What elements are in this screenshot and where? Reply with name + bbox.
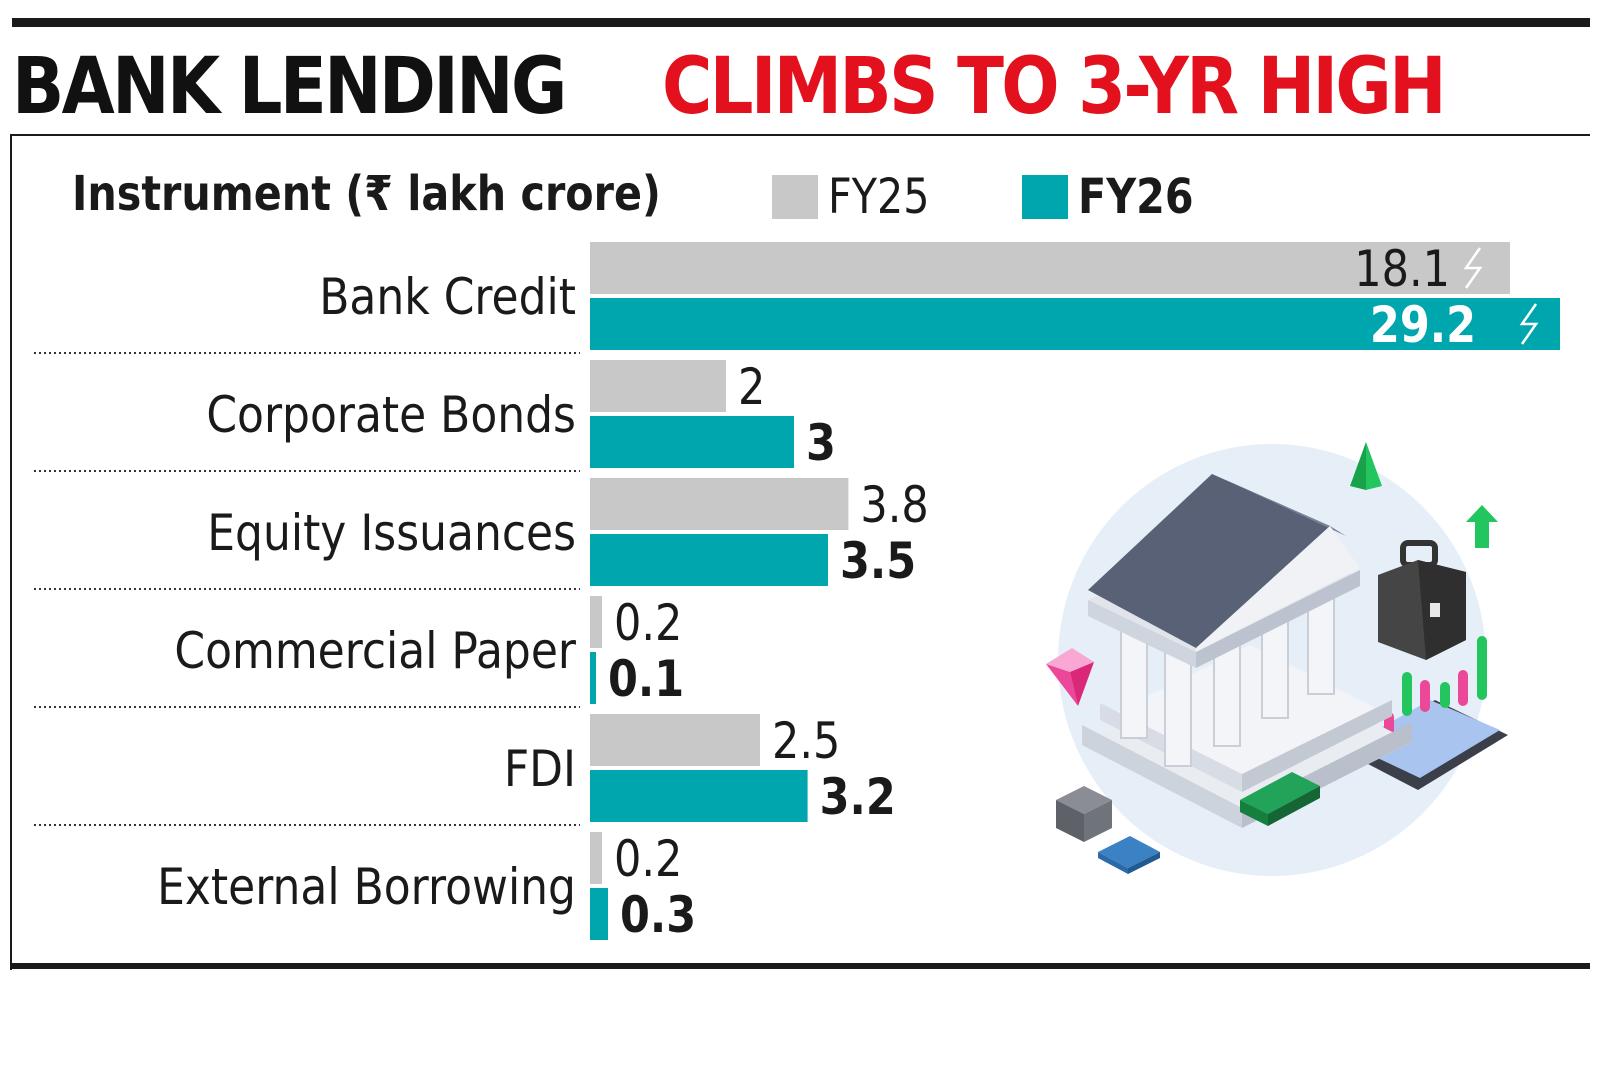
bar-fy25 xyxy=(590,478,849,530)
category-label: Bank Credit xyxy=(319,268,576,326)
frame-bottom-rule xyxy=(10,963,1590,969)
pink-gem-icon xyxy=(1046,648,1094,706)
briefcase-icon xyxy=(1378,540,1466,660)
value-label-fy26: 29.2 xyxy=(1370,296,1476,354)
axis-break-mark xyxy=(1519,303,1539,345)
bar-fy25 xyxy=(590,714,760,766)
green-pyramid-icon xyxy=(1350,442,1382,490)
bar-fy26 xyxy=(590,770,808,822)
bar-fy26 xyxy=(590,298,1560,350)
value-label-fy26: 3.5 xyxy=(840,532,916,590)
grey-cube-icon xyxy=(1056,786,1112,842)
value-label-fy26: 3.2 xyxy=(820,768,896,826)
value-label-fy25: 0.2 xyxy=(614,594,682,652)
value-label-fy25: 0.2 xyxy=(614,830,682,888)
blue-tile-icon xyxy=(1098,836,1160,874)
header-rule xyxy=(12,18,1590,27)
bar-fy25 xyxy=(590,242,1510,294)
bar-fy25 xyxy=(590,596,602,648)
value-label-fy26: 0.1 xyxy=(608,650,684,708)
legend-label-fy26: FY26 xyxy=(1078,169,1194,225)
bar-fy26 xyxy=(590,534,828,586)
up-arrow-icon xyxy=(1466,505,1498,548)
title-part-red: CLIMBS TO 3-YR HIGH xyxy=(662,42,1447,132)
legend-swatch-fy26 xyxy=(1022,175,1068,219)
category-label: External Borrowing xyxy=(157,858,576,916)
value-label-fy25: 2.5 xyxy=(772,712,840,770)
category-label: FDI xyxy=(504,740,576,798)
bars-layer: Bank Credit 18.129.2 Corporate Bonds 23 Equi… xyxy=(34,240,1560,944)
value-label-fy26: 0.3 xyxy=(620,886,696,944)
value-label-fy25: 3.8 xyxy=(860,476,928,534)
bar-fy25 xyxy=(590,832,602,884)
bar-fy26 xyxy=(590,888,608,940)
bar-fy26 xyxy=(590,416,794,468)
title-part-black: BANK LENDING xyxy=(12,42,567,132)
category-label: Equity Issuances xyxy=(207,504,576,562)
frame-left-rule xyxy=(10,134,12,970)
bar-fy25 xyxy=(590,360,726,412)
value-label-fy25: 2 xyxy=(738,358,765,416)
category-header: Instrument (₹ lakh crore) xyxy=(72,166,661,222)
bank-illustration xyxy=(1046,442,1508,876)
value-label-fy26: 3 xyxy=(806,414,836,472)
chart-title: BANK LENDING CLIMBS TO 3-YR HIGH xyxy=(12,42,1551,132)
axis-break-mark xyxy=(1463,247,1483,289)
frame-top-rule xyxy=(10,134,1590,136)
legend-item-fy25: FY25 xyxy=(772,169,946,225)
cash-stack-icon xyxy=(1240,772,1320,826)
legend-swatch-fy25 xyxy=(772,175,818,219)
phone-chart-icon xyxy=(1345,636,1508,790)
legend-label-fy25: FY25 xyxy=(828,169,930,225)
category-label: Corporate Bonds xyxy=(206,386,576,444)
category-label: Commercial Paper xyxy=(174,622,576,680)
legend-item-fy26: FY26 xyxy=(1022,169,1212,225)
value-label-fy25: 18.1 xyxy=(1354,240,1450,298)
bank-building-icon xyxy=(1082,474,1412,828)
bar-fy26 xyxy=(590,652,596,704)
